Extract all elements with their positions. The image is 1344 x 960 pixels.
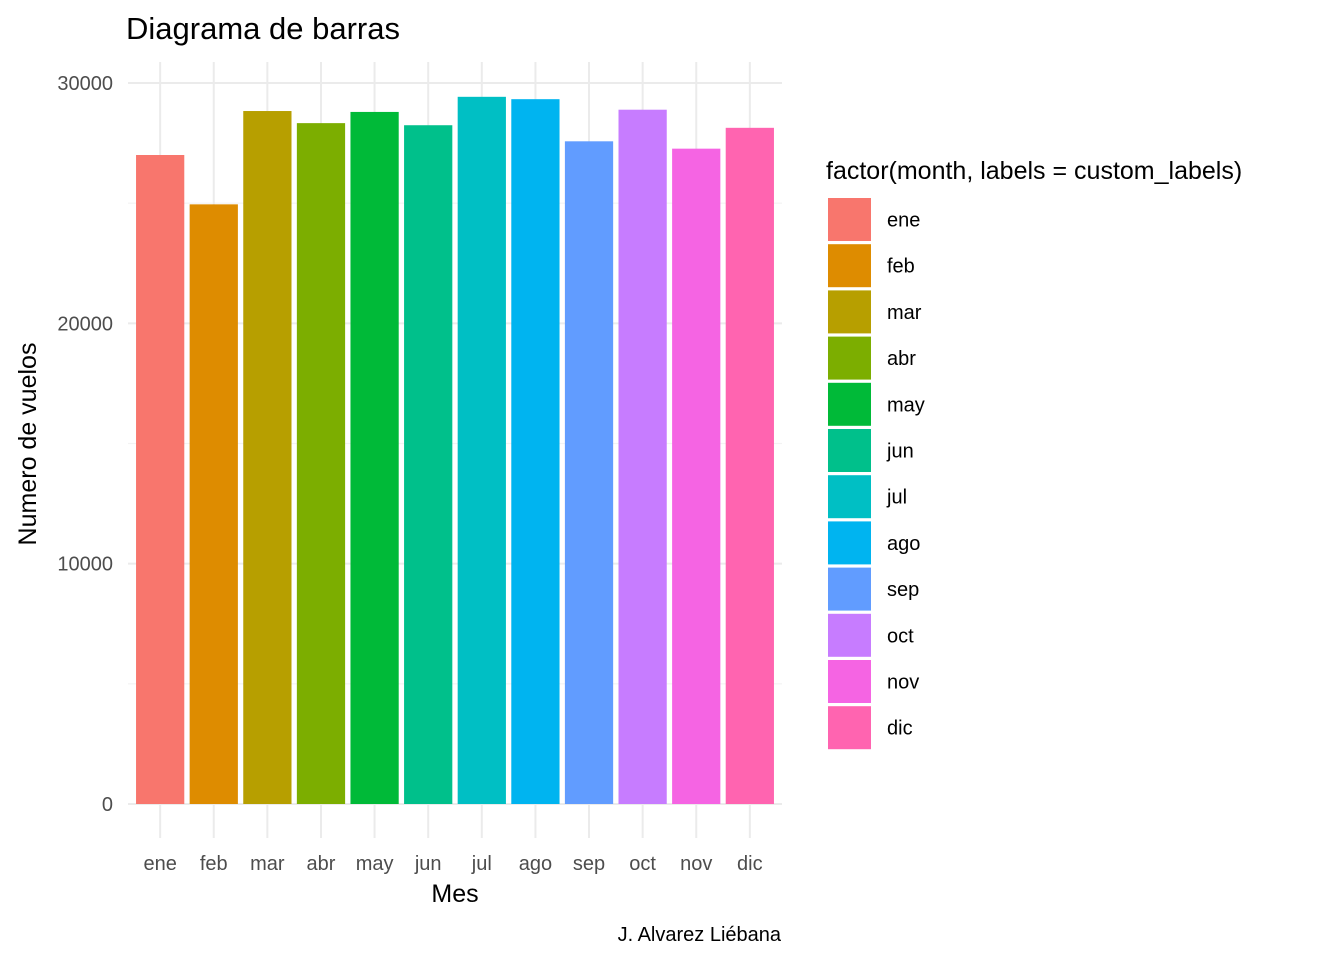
legend-swatch-feb [828, 244, 871, 288]
x-tick-label: dic [737, 853, 763, 875]
legend: ene feb mar abr may jun jul ago sep oct nov dic [828, 198, 925, 750]
bar-may [350, 111, 399, 804]
x-axis-title: Mes [431, 880, 478, 908]
legend-label: jun [886, 441, 914, 463]
bar-dic [725, 127, 774, 805]
y-axis-title: Numero de vuelos [14, 343, 42, 546]
x-tick-label: may [356, 853, 394, 875]
x-tick-label: mar [250, 853, 285, 875]
bar-abr [296, 123, 346, 804]
x-tick-label: nov [680, 853, 712, 875]
legend-swatch-ene [828, 198, 871, 241]
y-tick-label: 10000 [57, 554, 113, 576]
bar-jul [457, 96, 506, 805]
y-axis-ticks: 0 10000 20000 30000 [57, 73, 113, 816]
legend-title: factor(month, labels = custom_labels) [826, 157, 1242, 185]
bar-mar [243, 111, 292, 804]
x-tick-label: jun [414, 853, 442, 875]
x-tick-label: feb [200, 853, 228, 875]
bar-jun [404, 125, 453, 805]
chart-caption: J. Alvarez Liébana [618, 924, 782, 946]
x-tick-label: jul [471, 853, 492, 875]
legend-swatch-abr [828, 336, 871, 380]
bar-sep [564, 141, 614, 804]
legend-label: feb [887, 256, 915, 278]
legend-swatch-sep [828, 567, 871, 611]
legend-swatch-ago [828, 521, 871, 565]
legend-label: may [887, 394, 925, 416]
legend-swatch-oct [828, 613, 871, 657]
legend-swatch-mar [828, 290, 871, 334]
legend-swatch-jun [828, 429, 871, 472]
x-tick-label: ago [519, 853, 552, 875]
legend-label: jul [886, 487, 907, 509]
legend-label: abr [887, 348, 916, 370]
bar-ago [511, 99, 560, 804]
legend-label: oct [887, 625, 914, 647]
bar-feb [189, 204, 238, 804]
bar-oct [618, 109, 667, 804]
bars [136, 96, 774, 805]
y-tick-label: 30000 [57, 73, 113, 95]
legend-label: nov [887, 672, 919, 694]
legend-label: ago [887, 533, 920, 555]
x-tick-label: sep [573, 853, 605, 875]
legend-swatch-may [828, 382, 871, 426]
bar-ene [136, 155, 185, 805]
legend-label: sep [887, 579, 919, 601]
legend-swatch-dic [828, 706, 871, 750]
legend-swatch-nov [828, 660, 871, 703]
x-tick-label: oct [629, 853, 656, 875]
x-tick-label: abr [307, 853, 336, 875]
legend-label: mar [887, 302, 922, 324]
legend-label: ene [887, 210, 920, 232]
chart-title: Diagrama de barras [126, 11, 400, 46]
x-tick-label: ene [143, 853, 176, 875]
y-tick-label: 0 [102, 794, 113, 816]
y-tick-label: 20000 [57, 313, 113, 335]
legend-swatch-jul [828, 475, 871, 519]
x-axis-ticks: ene feb mar abr may jun jul ago sep oct nov dic [143, 853, 762, 875]
bar-nov [672, 148, 721, 805]
legend-label: dic [887, 718, 913, 740]
